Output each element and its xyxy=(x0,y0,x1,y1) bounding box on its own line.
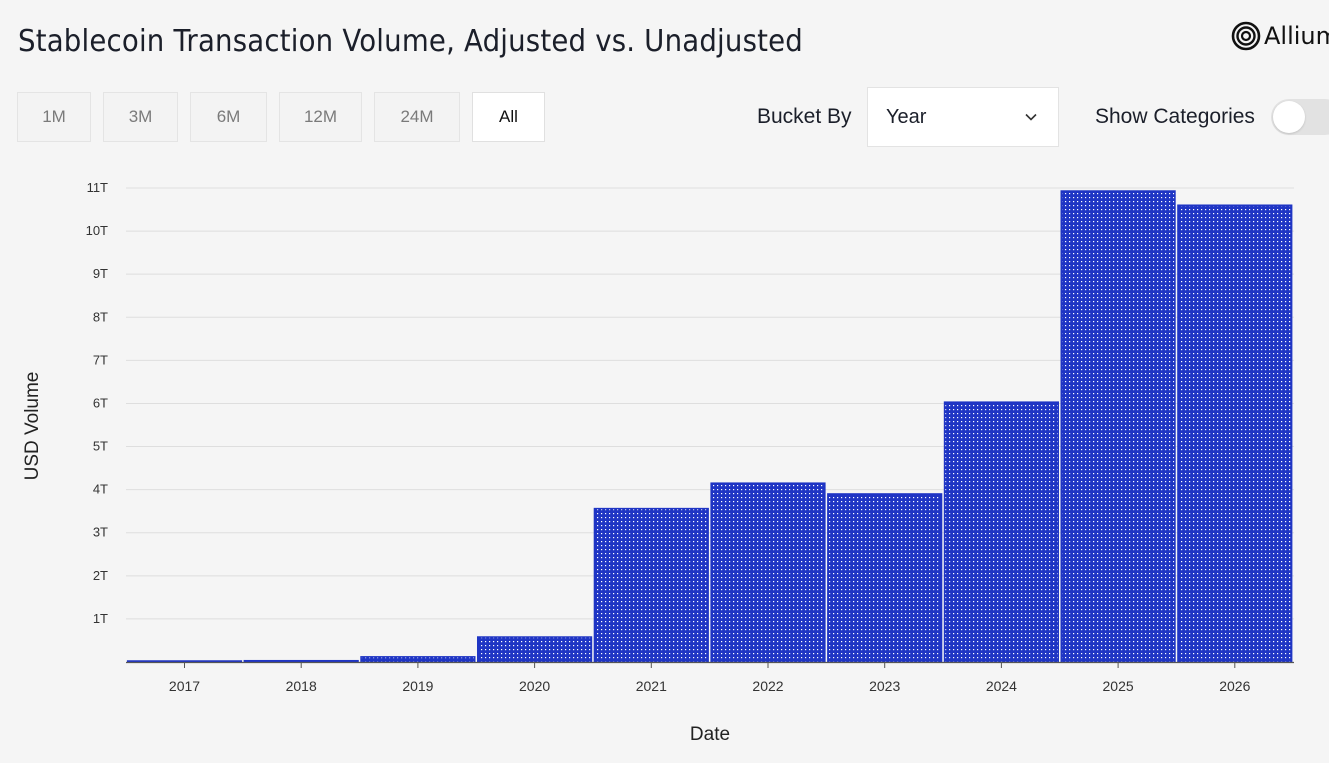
logo-text: Allium xyxy=(1264,22,1329,50)
bar-2022[interactable] xyxy=(710,482,826,663)
chart-title: Stablecoin Transaction Volume, Adjusted … xyxy=(18,24,804,59)
allium-logo-icon xyxy=(1231,21,1261,51)
range-button-24m[interactable]: 24M xyxy=(374,92,460,142)
range-button-3m[interactable]: 3M xyxy=(103,92,178,142)
bar-2025[interactable] xyxy=(1060,190,1176,663)
y-tick-label: 4T xyxy=(93,482,108,497)
bar-2023[interactable] xyxy=(827,493,943,663)
y-tick-label: 10T xyxy=(86,223,108,238)
x-tick-label: 2019 xyxy=(402,678,433,694)
brand-logo: Allium xyxy=(1231,20,1329,52)
bar-2019[interactable] xyxy=(360,656,476,663)
x-tick-label: 2025 xyxy=(1103,678,1134,694)
y-tick-label: 6T xyxy=(93,395,108,410)
x-tick-label: 2021 xyxy=(636,678,667,694)
y-tick-label: 7T xyxy=(93,352,108,367)
bucket-by-label: Bucket By xyxy=(757,105,852,128)
range-button-1m[interactable]: 1M xyxy=(17,92,91,142)
y-tick-label: 8T xyxy=(93,309,108,324)
range-button-12m[interactable]: 12M xyxy=(279,92,362,142)
x-axis-title: Date xyxy=(690,724,730,745)
y-tick-label: 5T xyxy=(93,439,108,454)
bucket-select-value: Year xyxy=(886,105,927,128)
chevron-down-icon xyxy=(1025,113,1037,121)
show-categories-toggle[interactable] xyxy=(1271,99,1329,135)
bar-2021[interactable] xyxy=(593,507,709,663)
bars xyxy=(126,190,1293,663)
bar-2017[interactable] xyxy=(126,660,243,663)
x-tick-label: 2017 xyxy=(169,678,200,694)
x-tick-label: 2022 xyxy=(752,678,783,694)
y-tick-label: 3T xyxy=(93,525,108,540)
toggle-knob xyxy=(1273,101,1305,133)
y-tick-label: 11T xyxy=(87,180,108,195)
bar-2018[interactable] xyxy=(243,659,359,663)
x-tick-label: 2018 xyxy=(286,678,317,694)
show-categories-label: Show Categories xyxy=(1095,105,1255,128)
bucket-select[interactable]: Year xyxy=(867,87,1059,147)
x-tick-label: 2020 xyxy=(519,678,550,694)
y-tick-label: 1T xyxy=(93,611,108,626)
axes: 2017 2018 2019 2020 2021 2022 2023 2024 2025 2026 xyxy=(126,661,1294,694)
bar-2024[interactable] xyxy=(943,401,1059,663)
range-button-6m[interactable]: 6M xyxy=(190,92,267,142)
x-tick-label: 2023 xyxy=(869,678,900,694)
x-tick-label: 2024 xyxy=(986,678,1017,694)
bar-2026[interactable] xyxy=(1177,204,1293,663)
bar-2020[interactable] xyxy=(477,636,593,663)
x-tick-label: 2026 xyxy=(1219,678,1250,694)
range-button-all[interactable]: All xyxy=(472,92,545,142)
y-axis-title: USD Volume xyxy=(22,372,43,481)
y-tick-label: 2T xyxy=(93,568,108,583)
bar-chart: 1T 2T 3T 4T 5T 6T 7T 8T 9T 10T 11T 2017 2018 2019 202… xyxy=(22,180,1294,745)
y-tick-label: 9T xyxy=(93,266,108,281)
